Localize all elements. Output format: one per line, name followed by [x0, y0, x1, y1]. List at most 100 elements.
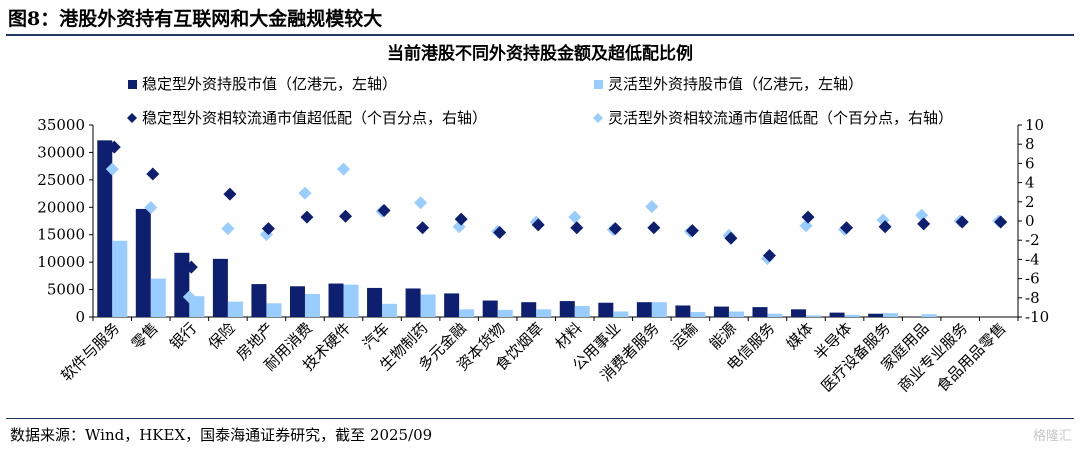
bar-stable — [405, 288, 421, 317]
bar-stable — [251, 284, 267, 317]
bar-stable — [289, 286, 305, 317]
bar-stable — [482, 300, 498, 317]
bar-flexible — [382, 303, 398, 317]
bar-flexible — [150, 278, 166, 317]
bar-stable — [559, 301, 575, 317]
y-right-tick-label: 2 — [1025, 193, 1035, 211]
source-note: 数据来源：Wind，HKEX，国泰海通证券研究，截至 2025/09 — [10, 426, 433, 444]
marker-stable — [685, 224, 699, 238]
bar-stable — [791, 309, 807, 317]
legend-label: 灵活型外资持股市值（亿港元，左轴） — [608, 75, 863, 93]
marker-stable — [146, 167, 160, 181]
y-left-tick-label: 5000 — [47, 281, 85, 299]
bar-stable — [328, 283, 344, 317]
y-right-tick-label: 6 — [1025, 154, 1035, 172]
legend-label: 稳定型外资持股市值（亿港元，左轴） — [142, 75, 397, 93]
x-tick-label: 零售 — [128, 319, 162, 353]
bar-flexible — [806, 315, 822, 317]
y-left-tick-label: 30000 — [37, 143, 85, 161]
figure-title: 图8：港股外资持有互联网和大金融规模较大 — [8, 8, 383, 30]
marker-stable — [531, 218, 545, 232]
chart-svg: 当前港股不同外资持股金额及超低配比例 稳定型外资持股市值（亿港元，左轴） 灵活型外… — [37, 43, 1049, 395]
bar-stable — [444, 293, 460, 317]
bar-stable — [174, 252, 190, 317]
marker-stable — [454, 212, 468, 226]
bar-stable — [97, 140, 113, 317]
marker-stable — [339, 209, 353, 223]
bar-flexible — [497, 309, 513, 317]
watermark: 格隆汇 — [1032, 429, 1072, 444]
marker-stable — [416, 221, 430, 235]
bar-flexible — [690, 312, 706, 317]
marker-flexible — [221, 222, 235, 236]
marker-flexible — [799, 219, 813, 233]
bar-flexible — [112, 240, 128, 317]
marker-stable — [955, 215, 969, 229]
x-tick-label: 材料 — [552, 319, 586, 353]
marker-flexible — [915, 208, 929, 222]
legend-label: 稳定型外资相较流通市值超低配（个百分点，右轴） — [142, 109, 487, 127]
x-tick-label: 能源 — [706, 319, 740, 353]
marker-stable — [994, 215, 1008, 229]
bar-flexible — [227, 301, 243, 317]
bar-stable — [135, 208, 151, 317]
bar-flexible — [921, 314, 937, 317]
marker-stable — [493, 226, 507, 240]
marker-stable — [184, 260, 198, 274]
bar-stable — [713, 306, 729, 317]
y-right-tick-label: 0 — [1025, 212, 1035, 230]
marker-stable — [878, 220, 892, 234]
bar-flexible — [883, 313, 899, 317]
y-left-tick-label: 20000 — [37, 198, 85, 216]
legend-swatch — [127, 113, 137, 123]
bar-flexible — [536, 309, 552, 317]
y-left-tick-label: 35000 — [37, 116, 85, 134]
legend-swatch — [128, 80, 137, 89]
marker-stable — [762, 249, 776, 263]
legend: 稳定型外资持股市值（亿港元，左轴） 灵活型外资持股市值（亿港元，左轴） 稳定型外资相… — [127, 75, 953, 127]
y-right-tick-label: -4 — [1025, 250, 1040, 268]
marker-stable — [377, 203, 391, 217]
legend-label: 灵活型外资相较流通市值超低配（个百分点，右轴） — [608, 109, 953, 127]
markers — [105, 140, 1008, 304]
bar-flexible — [844, 314, 860, 317]
y-right-tick-label: 8 — [1025, 135, 1035, 153]
bar-flexible — [574, 306, 590, 317]
marker-stable — [300, 210, 314, 224]
x-tick-label: 保险 — [205, 319, 239, 353]
bar-stable — [829, 312, 845, 317]
bar-flexible — [266, 303, 282, 317]
marker-stable — [261, 222, 275, 236]
y-right-tick-label: 10 — [1025, 116, 1044, 134]
marker-flexible — [105, 162, 119, 176]
bottom-rule — [6, 418, 1074, 419]
bar-flexible — [420, 294, 436, 317]
bar-stable — [752, 307, 768, 317]
y-right-tick-label: -6 — [1025, 270, 1040, 288]
bar-flexible — [651, 302, 667, 317]
bar-stable — [636, 302, 652, 317]
x-tick-label: 汽车 — [359, 319, 393, 353]
x-tick-label: 媒体 — [783, 319, 817, 353]
bar-stable — [675, 305, 691, 317]
bar-stable — [521, 302, 537, 317]
bar-flexible — [767, 313, 783, 317]
y-left-tick-label: 0 — [75, 308, 85, 326]
marker-stable — [917, 217, 931, 231]
y-left-tick-label: 10000 — [37, 253, 85, 271]
x-tick-label: 银行 — [166, 319, 200, 353]
x-tick-label: 运输 — [667, 319, 701, 353]
axes: 0 5000 10000 15000 20000 25000 30000 35000 -10-8… — [37, 116, 1049, 326]
marker-flexible — [144, 201, 158, 215]
y-left-tick-label: 15000 — [37, 226, 85, 244]
marker-stable — [801, 210, 815, 224]
marker-stable — [570, 221, 584, 235]
bar-flexible — [459, 309, 475, 317]
marker-flexible — [337, 162, 351, 176]
marker-stable — [647, 221, 661, 235]
legend-swatch — [593, 113, 603, 123]
bar-flexible — [728, 311, 744, 317]
bars — [97, 140, 937, 317]
bar-stable — [868, 313, 884, 317]
